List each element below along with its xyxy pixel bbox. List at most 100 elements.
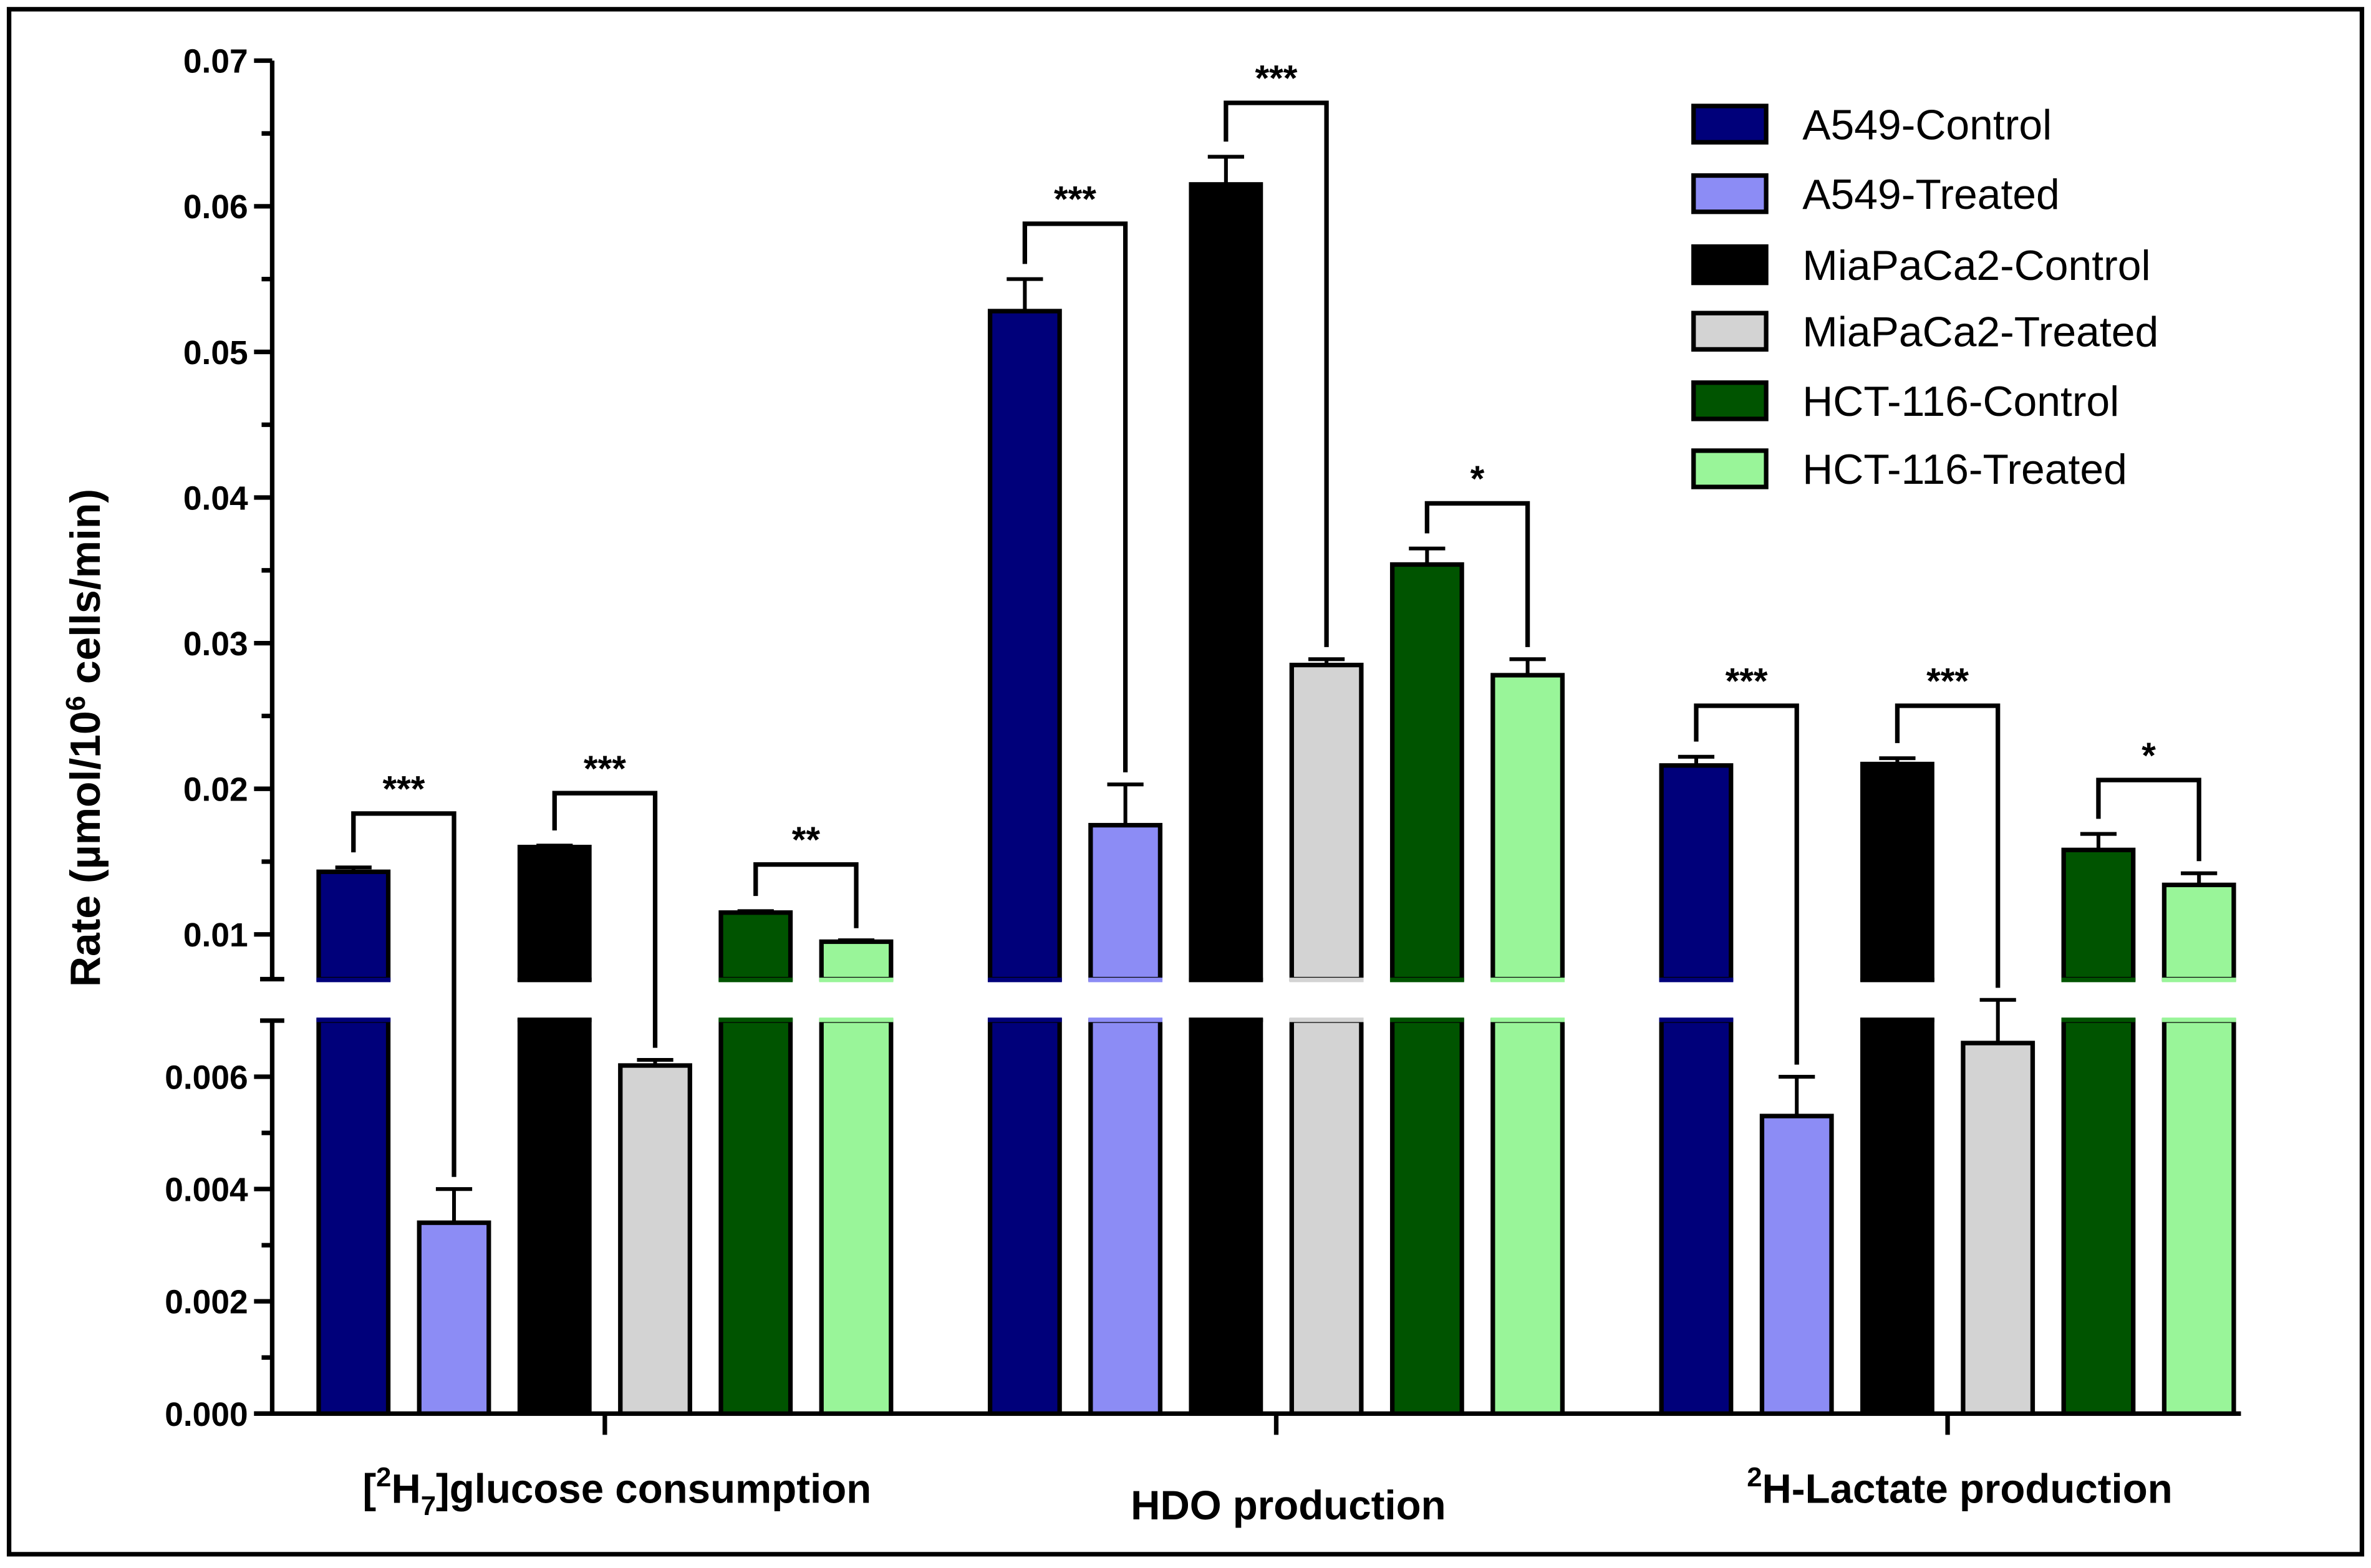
y-tick-label: 0.000	[165, 1397, 248, 1433]
significance-stars: *	[2142, 736, 2156, 776]
y-tick-label: 0.006	[165, 1059, 248, 1096]
y-tick-label: 0.03	[183, 626, 248, 663]
bar-upper-miapaca2-control	[1860, 761, 1934, 982]
significance-stars: ***	[1255, 59, 1298, 99]
bar-upper-miapaca2-treated	[1289, 662, 1364, 982]
category-label-part: HDO production	[1131, 1483, 1446, 1528]
significance-stars: ***	[1726, 661, 1768, 702]
bar-a549-treated	[1759, 1113, 1834, 1416]
bar-break-edge	[1088, 978, 1163, 983]
bar-lower-miapaca2-control	[517, 1018, 592, 1416]
bar-upper-hct-116-treated	[819, 939, 894, 982]
category-label-part: 7	[421, 1491, 436, 1521]
legend-label: A549-Control	[1802, 102, 2052, 148]
significance-stars: ***	[584, 749, 626, 789]
bar-lower-hct-116-control	[2061, 1018, 2136, 1416]
significance-bracket	[351, 811, 456, 1177]
bar-break-edge	[1659, 1017, 1734, 1022]
significance-stars: ***	[382, 769, 425, 809]
bar-a549-treated	[417, 1220, 491, 1416]
bar-break-edge	[517, 978, 592, 983]
legend-swatch	[1691, 448, 1769, 489]
y-tick-label: 0.05	[183, 335, 248, 372]
bar-lower-miapaca2-control	[1860, 1018, 1934, 1416]
significance-bracket	[2096, 777, 2201, 862]
bar-break-edge	[819, 978, 894, 983]
bar-break-edge	[718, 1017, 793, 1022]
significance-bracket	[1424, 501, 1530, 647]
bar-upper-a549-control	[1659, 763, 1734, 982]
bar-break-edge	[1490, 978, 1565, 983]
bar-upper-miapaca2-control	[517, 844, 592, 982]
bar-lower-hct-116-treated	[819, 1018, 894, 1416]
bar-break-edge	[1860, 978, 1934, 983]
category-label: 2H-Lactate production	[1747, 1462, 2172, 1512]
bar-upper-hct-116-treated	[2161, 882, 2236, 982]
bar-lower-hct-116-control	[1389, 1018, 1464, 1416]
bar-upper-miapaca2-control	[1189, 182, 1263, 982]
y-tick-label: 0.07	[183, 44, 248, 80]
bar-break-edge	[1389, 978, 1464, 983]
bar-upper-a549-control	[987, 309, 1062, 982]
bar-miapaca2-treated	[1961, 1041, 2035, 1416]
category-label: [2H7]glucose consumption	[362, 1462, 871, 1521]
bar-break-edge	[1088, 1017, 1163, 1022]
bar-upper-hct-116-control	[2061, 847, 2136, 982]
bar-break-edge	[718, 978, 793, 983]
category-label-part: 2	[376, 1462, 391, 1493]
bar-break-edge	[316, 978, 391, 983]
bar-lower-a549-treated	[1088, 1018, 1163, 1416]
category-label-part: ]glucose consumption	[436, 1466, 871, 1511]
bar-break-edge	[987, 1017, 1062, 1022]
legend-swatch	[1691, 103, 1769, 145]
category-label-part: 2	[1747, 1462, 1762, 1493]
legend-swatch	[1691, 173, 1769, 214]
bar-break-edge	[1860, 1017, 1934, 1022]
bar-break-edge	[2161, 1017, 2236, 1022]
bar-lower-a549-control	[987, 1018, 1062, 1416]
bar-break-edge	[1189, 978, 1263, 983]
significance-bracket	[1895, 703, 2001, 988]
y-tick-label: 0.002	[165, 1284, 248, 1321]
y-tick-label: 0.02	[183, 772, 248, 809]
bar-miapaca2-treated	[618, 1063, 692, 1416]
bar-upper-a549-treated	[1088, 822, 1163, 982]
bar-upper-a549-control	[316, 869, 391, 982]
category-label: HDO production	[1131, 1483, 1446, 1528]
legend-label: MiaPaCa2-Control	[1802, 243, 2150, 289]
significance-stars: *	[1470, 459, 1485, 499]
significance-bracket	[1224, 100, 1329, 647]
bar-break-edge	[1389, 1017, 1464, 1022]
bar-lower-a549-control	[1659, 1018, 1734, 1416]
significance-bracket	[1022, 221, 1128, 772]
legend-label: HCT-116-Treated	[1802, 446, 2127, 493]
legend-swatch	[1691, 380, 1769, 421]
bar-upper-hct-116-treated	[1490, 673, 1565, 982]
bar-break-edge	[2061, 1017, 2136, 1022]
bar-lower-a549-control	[316, 1018, 391, 1416]
y-tick-label: 0.01	[183, 917, 248, 954]
y-axis-label: Rate (µmol/106 cells/min)	[60, 489, 109, 987]
bar-break-edge	[1659, 978, 1734, 983]
bar-break-edge	[819, 1017, 894, 1022]
y-tick-label: 0.04	[183, 480, 248, 517]
bar-break-edge	[316, 1017, 391, 1022]
legend-swatch	[1691, 244, 1769, 286]
bar-lower-hct-116-control	[718, 1018, 793, 1416]
y-tick-label: 0.004	[165, 1172, 248, 1209]
y-tick-label: 0.06	[183, 189, 248, 226]
category-label-part: [	[362, 1466, 376, 1511]
bar-upper-hct-116-control	[1389, 562, 1464, 982]
significance-bracket	[1694, 703, 1799, 1065]
significance-stars: ***	[1926, 661, 1969, 702]
bar-break-edge	[2161, 978, 2236, 983]
bar-upper-hct-116-control	[718, 910, 793, 982]
bar-break-edge	[2061, 978, 2136, 983]
bar-lower-hct-116-treated	[2161, 1018, 2236, 1416]
bar-break-edge	[1289, 1017, 1364, 1022]
significance-bracket	[552, 791, 658, 1048]
bar-lower-miapaca2-treated	[1289, 1018, 1364, 1416]
bar-break-edge	[517, 1017, 592, 1022]
bar-lower-hct-116-treated	[1490, 1018, 1565, 1416]
